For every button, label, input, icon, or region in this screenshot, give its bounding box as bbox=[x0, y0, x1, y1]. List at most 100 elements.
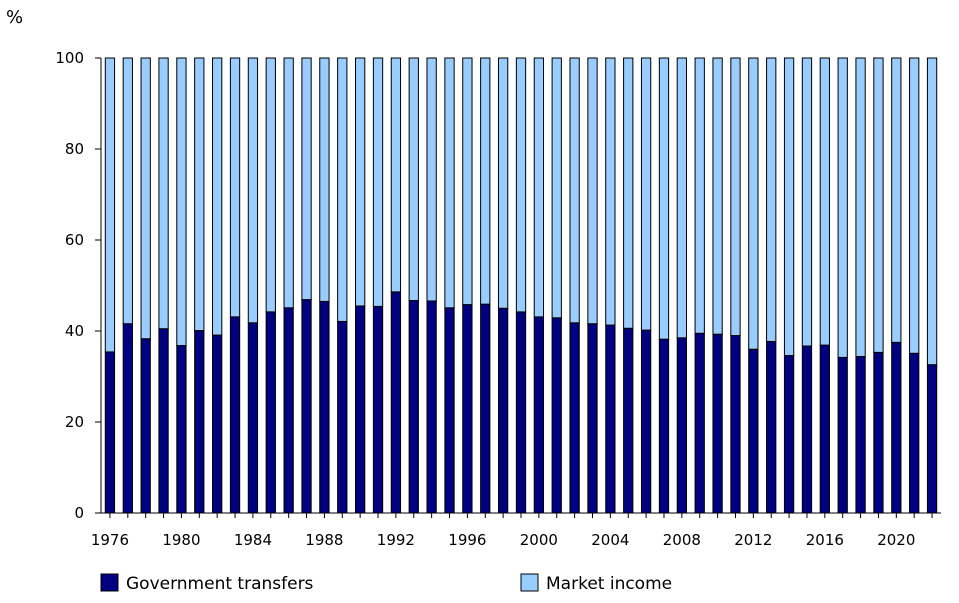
bar-market-income-1994 bbox=[426, 57, 437, 302]
bar-government-transfers-1996 bbox=[462, 304, 473, 514]
bar-government-transfers-1994 bbox=[426, 300, 437, 514]
bar-market-income-1984 bbox=[247, 57, 259, 324]
bar-government-transfers-2004 bbox=[605, 324, 616, 514]
bar-market-income-1990 bbox=[355, 57, 366, 307]
bar-government-transfers-2005 bbox=[623, 327, 634, 514]
bar-market-income-2017 bbox=[837, 57, 848, 358]
bar-government-transfers-1984 bbox=[247, 322, 259, 514]
x-tick-label: 1992 bbox=[377, 531, 415, 549]
x-tick-label: 2012 bbox=[734, 531, 772, 549]
x-tick-label: 1996 bbox=[448, 531, 486, 549]
bar-government-transfers-1980 bbox=[176, 345, 187, 514]
bar-government-transfers-2006 bbox=[640, 329, 652, 514]
bar-government-transfers-2020 bbox=[891, 341, 902, 514]
bar-government-transfers-1993 bbox=[408, 300, 419, 514]
legend-label: Government transfers bbox=[126, 574, 314, 594]
bar-government-transfers-1976 bbox=[104, 351, 116, 514]
bar-market-income-2002 bbox=[569, 57, 580, 324]
bar-market-income-1993 bbox=[408, 57, 419, 302]
legend-swatch bbox=[100, 573, 119, 592]
bar-government-transfers-2000 bbox=[533, 316, 545, 514]
bar-market-income-2008 bbox=[676, 57, 687, 339]
bar-market-income-1999 bbox=[515, 57, 527, 313]
bar-government-transfers-1989 bbox=[337, 320, 348, 514]
legend: Government transfers Market income bbox=[100, 573, 672, 594]
y-axis-unit-label: % bbox=[6, 7, 23, 28]
bar-market-income-2021 bbox=[909, 57, 920, 354]
bar-government-transfers-1995 bbox=[444, 307, 455, 514]
bar-government-transfers-1991 bbox=[372, 305, 384, 514]
bar-market-income-1982 bbox=[212, 57, 223, 336]
bar-government-transfers-2001 bbox=[551, 317, 562, 514]
bar-market-income-2006 bbox=[640, 57, 652, 331]
bar-government-transfers-2009 bbox=[694, 332, 705, 514]
bar-government-transfers-1992 bbox=[390, 291, 402, 514]
x-tick-label: 1988 bbox=[305, 531, 343, 549]
bar-market-income-2022 bbox=[926, 57, 938, 366]
bar-government-transfers-1983 bbox=[229, 316, 241, 514]
bar-market-income-2007 bbox=[658, 57, 670, 340]
bar-market-income-1985 bbox=[265, 57, 276, 313]
bar-market-income-1981 bbox=[194, 57, 205, 332]
y-tick-label: 40 bbox=[65, 322, 84, 340]
bar-government-transfers-2002 bbox=[569, 322, 580, 514]
bar-government-transfers-1990 bbox=[355, 305, 366, 514]
bar-government-transfers-2003 bbox=[587, 323, 598, 514]
bar-market-income-2013 bbox=[766, 57, 777, 342]
bar-market-income-1983 bbox=[229, 57, 241, 318]
axes bbox=[95, 57, 941, 518]
bar-market-income-2010 bbox=[712, 57, 723, 335]
bar-government-transfers-1979 bbox=[158, 328, 169, 514]
bar-market-income-1979 bbox=[158, 57, 169, 330]
bar-government-transfers-2017 bbox=[837, 356, 848, 514]
bar-market-income-2001 bbox=[551, 57, 562, 319]
bar-market-income-1996 bbox=[462, 57, 473, 306]
bar-market-income-2014 bbox=[783, 57, 795, 357]
bar-government-transfers-2018 bbox=[855, 355, 866, 514]
bar-market-income-2011 bbox=[730, 57, 741, 337]
x-tick-label: 1984 bbox=[234, 531, 272, 549]
bar-government-transfers-1982 bbox=[212, 334, 223, 514]
legend-label: Market income bbox=[546, 574, 672, 594]
x-axis-tick-labels: 1976 1980 1984 1988 1992 1996 2000 2004 2008 2012… bbox=[91, 531, 916, 549]
bar-government-transfers-2008 bbox=[676, 337, 687, 514]
bar-government-transfers-1998 bbox=[497, 307, 509, 514]
x-tick-label: 1976 bbox=[91, 531, 129, 549]
bar-government-transfers-2019 bbox=[873, 351, 884, 514]
bar-government-transfers-1988 bbox=[319, 300, 330, 514]
bar-market-income-1992 bbox=[390, 57, 402, 293]
bar-government-transfers-1981 bbox=[194, 330, 205, 514]
bar-government-transfers-2016 bbox=[819, 344, 830, 514]
bar-market-income-1976 bbox=[104, 57, 116, 353]
bar-market-income-2018 bbox=[855, 57, 866, 357]
bars bbox=[104, 57, 938, 514]
bar-government-transfers-1986 bbox=[283, 307, 294, 514]
bar-government-transfers-2015 bbox=[801, 345, 813, 514]
legend-swatch bbox=[520, 573, 539, 592]
bar-government-transfers-2007 bbox=[658, 338, 670, 514]
bar-government-transfers-2011 bbox=[730, 335, 741, 514]
y-tick-label: 80 bbox=[65, 140, 84, 158]
bar-market-income-2004 bbox=[605, 57, 616, 326]
bar-market-income-2012 bbox=[748, 57, 759, 350]
bar-government-transfers-2013 bbox=[766, 340, 777, 514]
y-tick-label: 20 bbox=[65, 413, 84, 431]
bar-market-income-1978 bbox=[140, 57, 151, 340]
y-axis-tick-labels: 0 20 40 60 80 100 bbox=[55, 49, 84, 522]
bar-government-transfers-1985 bbox=[265, 311, 276, 514]
bar-market-income-1998 bbox=[497, 57, 509, 309]
bar-market-income-2020 bbox=[891, 57, 902, 343]
bar-market-income-1997 bbox=[480, 57, 491, 305]
x-tick-label: 2008 bbox=[663, 531, 701, 549]
bar-government-transfers-2022 bbox=[926, 364, 938, 514]
x-tick-label: 2016 bbox=[806, 531, 844, 549]
bar-market-income-2015 bbox=[801, 57, 813, 347]
bar-market-income-1991 bbox=[372, 57, 384, 307]
bar-market-income-1980 bbox=[176, 57, 187, 347]
x-tick-label: 2000 bbox=[520, 531, 558, 549]
bar-government-transfers-1977 bbox=[122, 323, 133, 514]
bar-market-income-1987 bbox=[301, 57, 312, 301]
bar-government-transfers-1999 bbox=[515, 311, 527, 514]
